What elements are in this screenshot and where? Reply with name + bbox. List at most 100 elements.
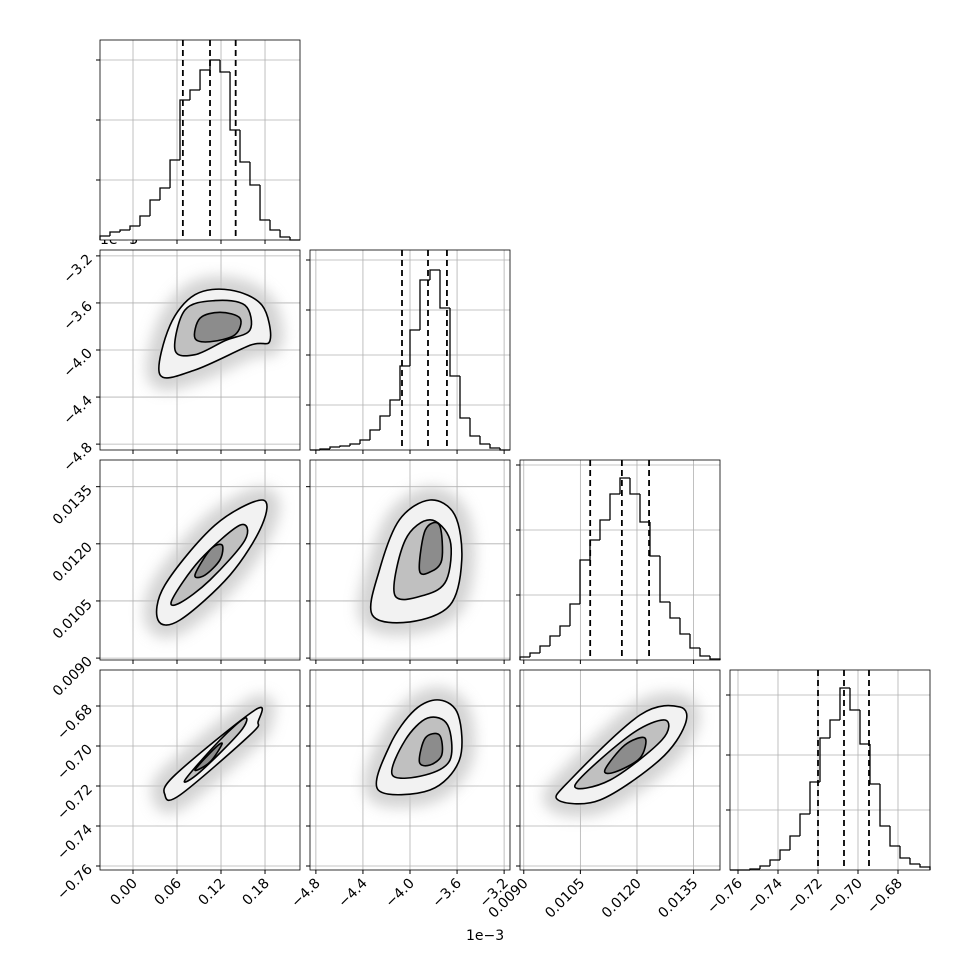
panel-frame <box>99 459 301 661</box>
histogram-step <box>489 444 500 449</box>
histogram-step <box>439 270 450 309</box>
x-tick-label: −3.6 <box>430 875 465 910</box>
x-tick-label: 0.0105 <box>542 876 588 922</box>
histogram-step <box>189 89 201 100</box>
contour <box>194 742 223 772</box>
contour <box>603 736 647 775</box>
contour <box>193 311 242 343</box>
histogram-step <box>429 269 440 280</box>
histogram-step <box>569 603 580 626</box>
y-tick-label: 0.0120 <box>50 539 96 585</box>
panel-frame <box>309 669 511 871</box>
x-tick-label: −4.8 <box>288 876 323 911</box>
histogram-step <box>229 72 241 131</box>
histogram-step <box>139 215 151 226</box>
panel-frame <box>99 249 301 451</box>
x-tick-label: 0.0135 <box>655 876 701 922</box>
histogram-step <box>409 329 420 366</box>
histogram-step <box>759 865 770 869</box>
histogram-step <box>699 648 710 657</box>
histogram-step <box>849 688 860 711</box>
histogram-step <box>449 308 460 377</box>
panel-frame <box>309 249 511 451</box>
histogram-step <box>459 376 470 419</box>
y-tick-label: 0.0105 <box>50 596 96 642</box>
histogram-step <box>769 859 780 866</box>
y-tick-label: −0.68 <box>54 702 96 744</box>
y-tick-label: −4.8 <box>60 440 95 475</box>
x-tick-label: −0.68 <box>864 876 906 918</box>
x-tick-label: −4.4 <box>335 875 370 910</box>
histogram-step <box>899 846 910 859</box>
histogram-step <box>169 159 181 188</box>
histogram-step <box>279 230 291 238</box>
y-tick-label: −4.4 <box>60 393 95 428</box>
panel-frame <box>99 669 301 871</box>
histogram-step <box>249 162 261 186</box>
histogram-step <box>419 279 430 330</box>
x-tick-label: 0.18 <box>239 876 272 909</box>
histogram-step <box>269 220 281 231</box>
contour <box>194 543 224 579</box>
histogram-step <box>819 737 830 782</box>
histogram-step <box>129 225 140 230</box>
histogram-step <box>469 418 480 437</box>
histogram-step <box>549 635 560 646</box>
histogram-step <box>239 130 250 163</box>
histogram-step <box>599 519 610 540</box>
histogram-step <box>669 602 680 619</box>
y-tick-label: −0.74 <box>54 821 96 863</box>
x-offset-text: 1e−3 <box>466 928 504 944</box>
histogram-step <box>859 710 870 745</box>
x-tick-label: 0.06 <box>151 875 184 908</box>
histogram-step <box>339 445 350 447</box>
histogram-step <box>349 443 360 446</box>
panel-frame <box>729 669 931 871</box>
x-tick-label: −0.70 <box>824 876 866 918</box>
histogram-step <box>109 231 121 236</box>
histogram-step <box>119 229 130 232</box>
histogram-step <box>579 559 590 604</box>
histogram-step <box>479 436 490 445</box>
contour <box>418 521 444 576</box>
histogram-step <box>179 99 190 160</box>
histogram-step <box>639 494 650 523</box>
histogram-step <box>399 365 410 400</box>
histogram-step <box>149 199 160 216</box>
histogram-step <box>619 477 630 494</box>
histogram-step <box>629 478 640 495</box>
x-tick-label: 0.00 <box>107 876 140 909</box>
histogram-step <box>329 446 340 449</box>
histogram-step <box>559 625 570 636</box>
histogram-step <box>609 493 620 520</box>
histogram-step <box>369 429 380 440</box>
histogram-step <box>879 784 890 827</box>
y-tick-label: −4.0 <box>60 346 95 381</box>
y-tick-label: 0.0135 <box>50 482 96 528</box>
y-tick-label: 0.0090 <box>50 654 96 700</box>
histogram-step <box>219 60 231 73</box>
x-tick-label: −4.0 <box>382 876 417 911</box>
y-tick-label: −0.72 <box>54 782 96 824</box>
x-tick-label: 0.12 <box>195 876 228 909</box>
contour <box>418 732 444 767</box>
y-tick-label: −3.2 <box>60 251 95 286</box>
histogram-step <box>689 634 700 649</box>
panel-frame <box>99 39 301 241</box>
histogram-step <box>889 826 900 847</box>
histogram-step <box>379 415 390 430</box>
histogram-step <box>839 687 850 720</box>
histogram-step <box>199 69 211 90</box>
histogram-step <box>799 813 810 836</box>
panel-frame <box>519 459 721 661</box>
panel-background <box>730 670 930 870</box>
histogram-step <box>679 618 690 635</box>
histogram-step <box>159 187 171 200</box>
panel-frame <box>519 669 721 871</box>
x-tick-label: 0.0120 <box>599 876 645 922</box>
histogram-step <box>359 439 370 444</box>
x-tick-label: −0.72 <box>784 876 826 918</box>
histogram-step <box>809 781 820 814</box>
